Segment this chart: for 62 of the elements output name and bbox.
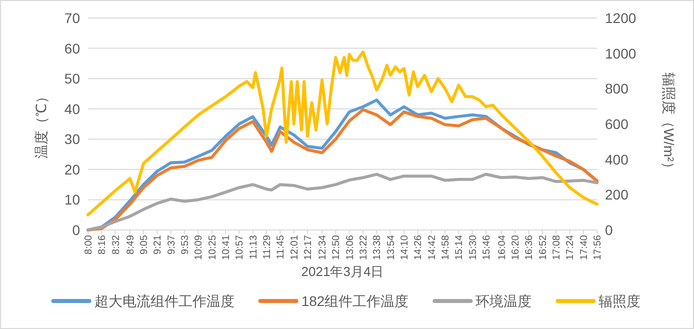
x-tick-label: 11:45: [276, 234, 287, 260]
x-tick-label: 8:32: [110, 234, 122, 254]
x-tick-label: 14:42: [426, 234, 438, 260]
x-tick-label: 12:17: [302, 234, 314, 260]
x-tick-label: 14:58: [440, 234, 452, 260]
legend-label: 环境温度: [476, 293, 532, 309]
line-series: [86, 50, 598, 216]
x-tick-label: 14:26: [413, 234, 424, 260]
y2-axis-title: 辐照度（W/m²）: [661, 72, 677, 176]
y2-tick-label: 800: [605, 80, 629, 97]
line-series: [86, 172, 598, 232]
x-tick-label: 9:05: [138, 234, 150, 254]
x-tick-label: 9:21: [152, 234, 164, 254]
x-tick-label: 12:01: [289, 234, 300, 260]
y-tick-label: 60: [64, 40, 80, 56]
y-tick-label: 30: [64, 131, 80, 148]
x-tick-label: 10:25: [207, 234, 218, 260]
x-tick-label: 16:36: [524, 234, 536, 260]
x-tick-label: 8:49: [125, 234, 136, 254]
x-tick-label: 11:13: [248, 234, 260, 260]
x-tick-label: 15:46: [482, 234, 493, 260]
y2-tick-label: 1200: [605, 10, 636, 26]
x-tick-label: 12:34: [318, 234, 329, 260]
x-tick-label: 13:38: [372, 234, 384, 260]
x-tick-label: 10:41: [220, 234, 232, 260]
x-tick-label: 12:50: [331, 234, 342, 260]
legend-label: 182组件工作温度: [301, 293, 409, 309]
y-tick-label: 0: [72, 222, 80, 238]
x-tick-label: 13:06: [344, 234, 356, 260]
x-tick-label: 10:09: [194, 234, 205, 260]
x-tick-label: 15:14: [454, 234, 466, 260]
x-tick-label: 17:08: [552, 234, 563, 260]
x-tick-label: 17:56: [592, 234, 604, 260]
y-tick-label: 20: [64, 161, 80, 178]
x-tick-label: 8:00: [84, 234, 94, 254]
legend-label: 超大电流组件工作温度: [94, 293, 234, 309]
legend-label: 辐照度: [598, 293, 641, 309]
x-tick-label: 8:16: [97, 234, 108, 254]
x-tick-label: 13:54: [386, 234, 397, 260]
x-tick-label: 14:10: [400, 234, 411, 260]
y-tick-label: 10: [64, 192, 80, 208]
x-tick-label: 16:04: [496, 234, 508, 260]
y2-tick-label: 400: [605, 151, 629, 168]
y2-tick-label: 200: [605, 186, 629, 203]
x-tick-label: 17:40: [578, 234, 590, 260]
x-tick-label: 17:24: [565, 234, 576, 260]
y2-tick-label: 1000: [605, 45, 636, 62]
y2-tick-label: 600: [605, 116, 629, 132]
y-axis-title: 温度（℃）: [33, 90, 49, 158]
y-tick-label: 50: [64, 70, 80, 87]
x-tick-label: 10:57: [234, 234, 246, 260]
y2-tick-label: 0: [605, 222, 613, 238]
x-tick-label: 9:37: [166, 234, 178, 254]
x-tick-label: 9:53: [180, 234, 191, 254]
y-tick-label: 40: [64, 100, 80, 117]
y-tick-label: 70: [64, 10, 80, 26]
x-tick-label: 16:52: [538, 234, 549, 260]
x-tick-label: 13:22: [358, 234, 370, 260]
x-tick-label: 16:20: [510, 234, 522, 260]
x-tick-label: 11:29: [262, 234, 273, 260]
x-axis-title: 2021年3月4日: [301, 264, 384, 279]
x-tick-label: 15:30: [468, 234, 479, 260]
